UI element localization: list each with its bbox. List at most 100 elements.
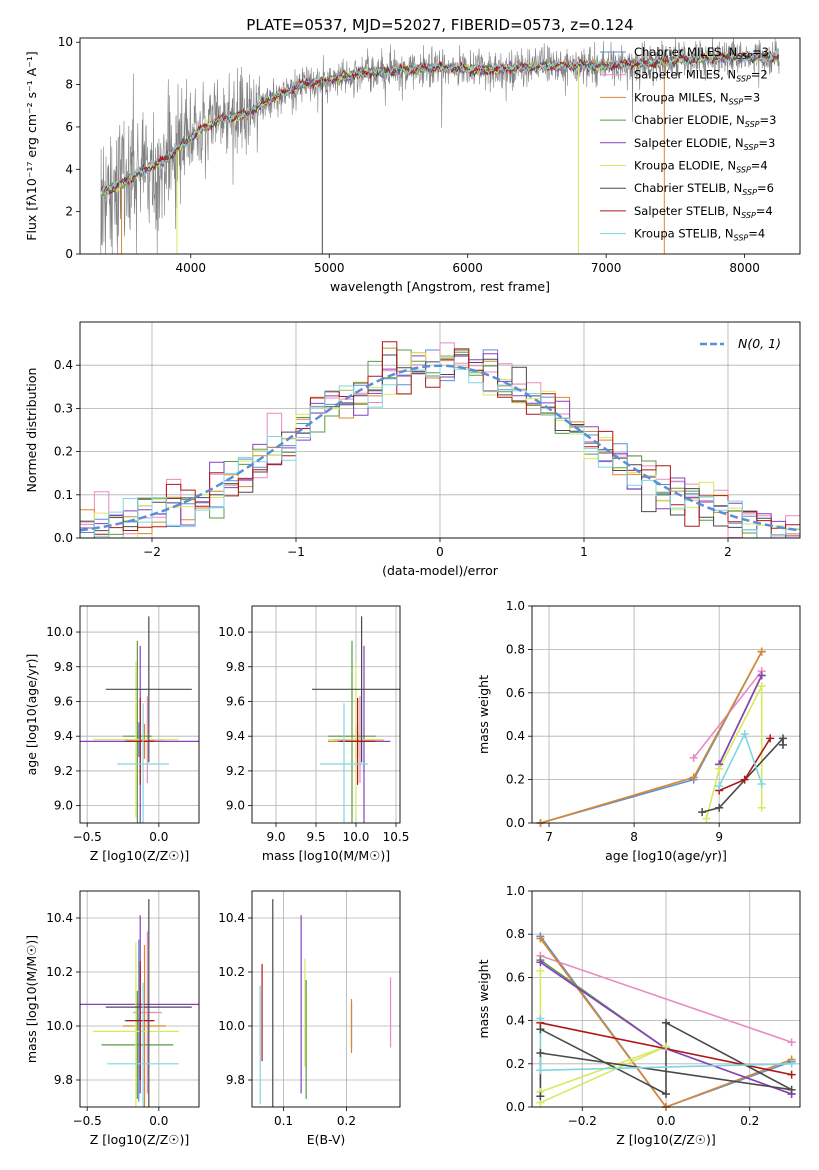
x-axis-label: Z [log10(Z/Z☉)]	[90, 848, 190, 863]
y-tick-label: 9.6	[54, 694, 73, 708]
y-tick-label: 0.4	[54, 358, 73, 372]
y-tick-label: 9.0	[226, 799, 245, 813]
y-axis-label: mass weight	[476, 675, 491, 754]
mass-weight-marker	[715, 803, 724, 812]
x-tick-label: 7	[545, 830, 553, 844]
x-tick-label: 1	[580, 545, 588, 559]
y-tick-label: 9.2	[226, 764, 245, 778]
x-tick-label: 6000	[452, 261, 483, 275]
x-tick-label: −1	[287, 545, 305, 559]
mass-weight-marker	[662, 1018, 670, 1027]
mass-weight-line	[705, 685, 763, 819]
y-tick-label: 10.4	[46, 911, 73, 925]
x-tick-label: −2	[143, 545, 161, 559]
massweight_vs_Z-plot: −0.2 0.0 0.2 0.0 0.2 0.4 0.6 0.8 1.0 Z [log10(Z/Z…	[476, 884, 801, 1147]
model-spectrum	[100, 50, 779, 196]
y-tick-label: 0.2	[506, 773, 525, 787]
y-tick-label: 0.4	[506, 729, 525, 743]
model-spectrum	[100, 49, 780, 194]
mass-weight-line	[539, 938, 792, 1107]
x-axis-label: E(B-V)	[307, 1132, 346, 1147]
y-tick-label: 10.0	[46, 1019, 73, 1033]
mass-weight-marker	[536, 1092, 545, 1101]
y-tick-label: 2	[65, 205, 73, 219]
mass-weight-marker	[766, 734, 775, 743]
y-tick-label: 8	[65, 78, 73, 92]
plot-frame	[531, 605, 801, 824]
plot-frame	[79, 890, 200, 1108]
y-axis-label: Normed distribution	[24, 368, 39, 493]
x-axis-label: mass [log10(M/M☉)]	[262, 848, 390, 863]
age_vs_Z-plot: −0.5 0.0 9.0 9.2 9.4 9.6 9.8 10.0 Z [log10(Z/Z☉)…	[24, 605, 200, 863]
x-tick-label: 10.5	[383, 830, 410, 844]
x-tick-label: −0.5	[73, 830, 102, 844]
y-axis-label: age [log10(age/yr)]	[24, 654, 39, 776]
x-tick-label: 5000	[314, 261, 345, 275]
y-tick-label: 0	[65, 247, 73, 261]
x-axis-label: (data-model)/error	[382, 563, 499, 578]
legend-entry: Kroupa ELODIE, NSSP=4	[634, 159, 768, 175]
legend-entry: Chabrier ELODIE, NSSP=3	[634, 113, 776, 129]
mass-weight-marker	[536, 934, 545, 943]
massweight_vs_age-plot: 7 8 9 0.0 0.2 0.4 0.6 0.8 1.0 age [log10(age/yr)]…	[476, 599, 801, 863]
y-tick-label: 10.0	[218, 625, 245, 639]
x-tick-label: 7000	[591, 261, 622, 275]
plot-frame	[79, 37, 801, 255]
mass-weight-marker	[536, 1066, 545, 1075]
y-tick-label: 9.8	[226, 660, 245, 674]
mass-weight-marker	[778, 740, 787, 749]
mass-weight-marker	[536, 966, 545, 975]
figure-title: PLATE=0537, MJD=52027, FIBERID=0573, z=0…	[246, 16, 633, 34]
legend-entry: Salpeter STELIB, NSSP=4	[634, 204, 773, 220]
x-tick-label: 0.1	[274, 1114, 293, 1128]
legend-entry: Chabrier STELIB, NSSP=6	[634, 181, 774, 197]
x-tick-label: −0.2	[568, 1114, 597, 1128]
y-tick-label: 0.2	[506, 1057, 525, 1071]
y-tick-label: 0.4	[506, 1014, 525, 1028]
y-tick-label: 0.3	[54, 401, 73, 415]
x-tick-label: 8	[630, 830, 638, 844]
x-tick-label: 9.5	[306, 830, 325, 844]
normal-reference-curve	[80, 364, 800, 532]
plot-frame	[251, 890, 401, 1108]
y-tick-label: 9.4	[54, 729, 73, 743]
x-axis-label: Z [log10(Z/Z☉)]	[90, 1132, 190, 1147]
x-axis-label: wavelength [Angstrom, rest frame]	[330, 279, 550, 294]
mass-weight-line	[540, 955, 792, 1043]
y-tick-label: 10	[58, 35, 73, 49]
x-tick-label: 0.2	[740, 1114, 759, 1128]
x-tick-label: 0.2	[337, 1114, 356, 1128]
mass-weight-marker	[757, 647, 766, 656]
mass-weight-line	[718, 675, 763, 765]
mass-weight-marker	[662, 1090, 670, 1099]
y-tick-label: 10.0	[46, 625, 73, 639]
mass-weight-marker	[787, 1070, 796, 1079]
mass-weight-marker	[787, 1038, 796, 1047]
mass-weight-marker	[536, 1049, 545, 1057]
legend-entry: Chabrier MILES, NSSP=3	[634, 45, 769, 61]
y-tick-label: 9.2	[54, 764, 73, 778]
mass-weight-marker	[715, 782, 724, 791]
mass-weight-marker	[757, 671, 766, 680]
mass-weight-marker	[787, 1085, 796, 1094]
y-axis-label: Flux [fλ10⁻¹⁷ erg cm⁻² s⁻¹ A⁻¹]	[24, 51, 39, 240]
mass_vs_Z-plot: −0.5 0.0 9.8 10.0 10.2 10.4 Z [log10(Z/Z☉)] mas…	[24, 890, 200, 1147]
mass-weight-marker	[757, 779, 766, 788]
age_vs_mass-plot: 9.0 9.5 10.0 10.5 9.0 9.2 9.4 9.6 9.8 10.0 mass [l…	[218, 605, 410, 863]
legend-entry: N(0, 1)	[738, 336, 781, 351]
y-tick-label: 0.2	[54, 445, 73, 459]
y-tick-label: 10.4	[218, 911, 245, 925]
x-tick-label: 0.0	[149, 830, 168, 844]
plot-frame	[251, 605, 401, 824]
mass-weight-marker	[715, 764, 724, 773]
x-tick-label: 8000	[729, 261, 760, 275]
y-tick-label: 9.8	[54, 660, 73, 674]
mass-weight-marker	[536, 958, 545, 967]
legend-entry: Salpeter MILES, NSSP=2	[634, 68, 768, 84]
mass-weight-line	[702, 736, 784, 813]
y-axis-label: mass weight	[476, 959, 491, 1038]
mass-weight-marker	[662, 1042, 670, 1051]
x-tick-label: −0.5	[73, 1114, 102, 1128]
observed-spectrum	[100, 38, 780, 254]
